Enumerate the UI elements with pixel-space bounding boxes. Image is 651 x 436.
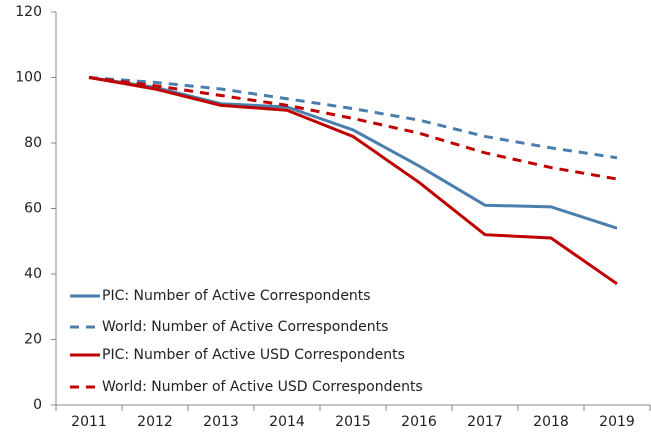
x-tick-label: 2013 [203, 414, 239, 430]
data-line [88, 76, 618, 181]
x-tick-label: 2014 [269, 414, 305, 430]
legend-label: World: Number of Active USD Corresponden… [102, 379, 423, 395]
y-tick-label: 40 [24, 266, 42, 282]
x-tick-label: 2018 [533, 414, 569, 430]
legend-label: World: Number of Active Correspondents [102, 319, 388, 335]
data-line [88, 76, 618, 286]
data-line [88, 76, 618, 160]
legend-label: PIC: Number of Active Correspondents [102, 288, 371, 304]
y-tick-label: 100 [15, 70, 42, 86]
y-tick-label: 20 [24, 332, 42, 348]
x-tick-label: 2019 [599, 414, 635, 430]
x-tick-label: 2011 [71, 414, 107, 430]
data-line [88, 76, 618, 230]
y-tick-label: 0 [33, 397, 42, 413]
x-tick-label: 2012 [137, 414, 173, 430]
x-tick-label: 2015 [335, 414, 371, 430]
y-tick-label: 60 [24, 201, 42, 217]
y-tick-label: 120 [15, 4, 42, 20]
x-tick-label: 2017 [467, 414, 503, 430]
y-tick-label: 80 [24, 135, 42, 151]
legend-label: PIC: Number of Active USD Correspondents [102, 347, 405, 363]
x-tick-label: 2016 [401, 414, 437, 430]
